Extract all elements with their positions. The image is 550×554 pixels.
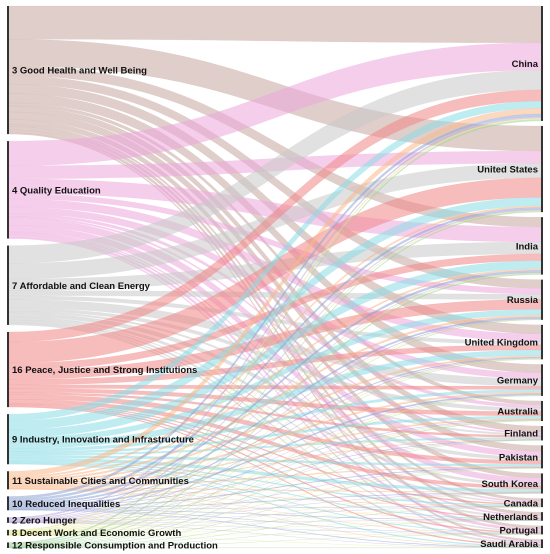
target-node-bar <box>541 512 543 521</box>
target-node-label: United States <box>477 165 538 176</box>
source-node-label: 8 Decent Work and Economic Growth <box>12 528 181 539</box>
source-node-bar <box>7 141 9 239</box>
target-node-label: India <box>516 241 539 252</box>
sankey-link <box>8 468 542 548</box>
source-node-bar <box>7 529 9 536</box>
source-node-label: 10 Reduced Inequalities <box>12 499 120 510</box>
sankey-link <box>8 5 542 43</box>
source-node-bar <box>7 245 9 325</box>
target-node-label: Canada <box>504 498 539 509</box>
target-node-bar <box>541 6 543 121</box>
target-node-label: South Korea <box>482 479 539 490</box>
target-node-bar <box>541 125 543 213</box>
target-node-bar <box>541 445 543 469</box>
source-node-label: 2 Zero Hunger <box>12 516 77 527</box>
source-node-bar <box>7 6 9 135</box>
target-node-label: United Kingdom <box>465 338 538 349</box>
sankey-labels: 3 Good Health and Well Being 4 Quality Ed… <box>12 59 539 552</box>
sankey-link <box>8 440 542 548</box>
target-node-label: Finland <box>504 429 538 440</box>
target-node-bar <box>541 279 543 320</box>
target-node-bar <box>541 364 543 396</box>
sankey-link <box>8 119 542 544</box>
source-node-bar <box>7 414 9 465</box>
source-node-label: 7 Affordable and Clean Energy <box>12 281 151 292</box>
source-node-label: 9 Industry, Innovation and Infrastructur… <box>12 435 194 446</box>
sankey-link <box>8 506 542 548</box>
sankey-nodes <box>7 6 543 548</box>
target-node-label: China <box>512 59 539 70</box>
source-node-label: 3 Good Health and Well Being <box>12 66 147 77</box>
target-node-label: Pakistan <box>499 452 538 463</box>
target-node-bar <box>541 324 543 360</box>
target-node-label: Saudi Arabia <box>480 539 538 550</box>
sankey-link <box>8 395 542 547</box>
source-node-bar <box>7 517 9 523</box>
target-node-label: Russia <box>507 295 539 306</box>
target-node-bar <box>541 473 543 494</box>
target-node-bar <box>541 539 543 548</box>
source-node-label: 11 Sustainable Cities and Communities <box>12 476 189 487</box>
source-node-bar <box>7 496 9 511</box>
target-node-bar <box>541 217 543 275</box>
source-node-label: 4 Quality Education <box>12 185 101 196</box>
source-node-bar <box>7 542 9 548</box>
target-node-label: Netherlands <box>483 512 538 523</box>
sankey-links <box>8 5 542 549</box>
source-node-bar <box>7 471 9 490</box>
target-node-label: Australia <box>497 406 538 417</box>
sankey-link <box>8 534 542 548</box>
sankey-link <box>8 211 542 545</box>
target-node-bar <box>541 426 543 441</box>
source-node-label: 12 Responsible Consumption and Productio… <box>12 541 218 552</box>
target-node-bar <box>541 525 543 535</box>
target-node-label: Portugal <box>499 526 538 537</box>
source-node-label: 16 Peace, Justice and Strong Institution… <box>12 365 197 376</box>
target-node-bar <box>541 498 543 508</box>
source-node-bar <box>7 331 9 408</box>
target-node-label: Germany <box>497 376 539 387</box>
target-node-bar <box>541 400 543 422</box>
